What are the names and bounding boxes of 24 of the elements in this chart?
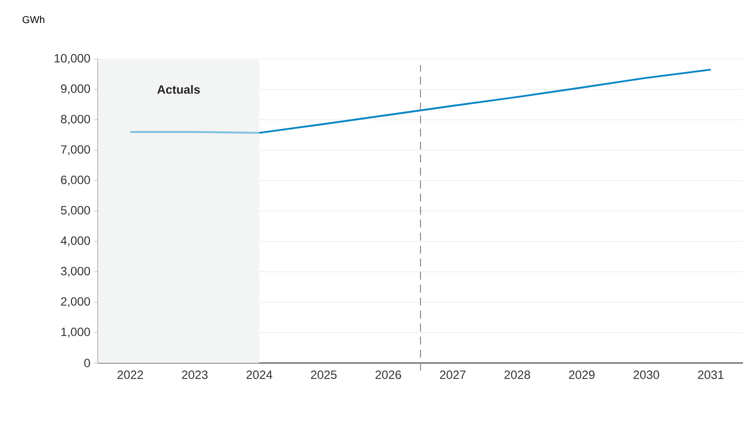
x-tick-label: 2026 (376, 370, 402, 380)
x-tick-label: 2023 (182, 370, 208, 380)
x-tick-label: 2029 (569, 370, 595, 380)
y-tick-label: 0 (84, 358, 90, 368)
x-tick-label: 2031 (698, 370, 724, 380)
y-tick-label: 6,000 (61, 176, 90, 186)
y-tick-label: 1,000 (61, 328, 90, 338)
x-tick-label: 2030 (634, 370, 660, 380)
y-tick-label: 10,000 (54, 54, 90, 64)
y-tick-label: 7,000 (61, 145, 90, 156)
x-tick-label: 2025 (311, 370, 337, 380)
y-tick-label: 9,000 (61, 84, 90, 94)
y-tick-label: 2,000 (61, 297, 90, 308)
y-tick-label: 4,000 (60, 236, 90, 246)
x-tick-label: 2024 (246, 370, 272, 380)
y-tick-label: 3,000 (60, 266, 90, 277)
x-tick-label: 2022 (118, 370, 143, 380)
y-tick-label: 8,000 (60, 114, 90, 125)
line-series (258, 68, 712, 134)
band-label: Actuals (157, 84, 200, 94)
y-tick-label: 5,000 (60, 206, 90, 216)
x-tick-label: 2027 (440, 370, 466, 380)
y-axis-title: GWh (22, 16, 44, 24)
x-tick-label: 2028 (504, 370, 530, 380)
